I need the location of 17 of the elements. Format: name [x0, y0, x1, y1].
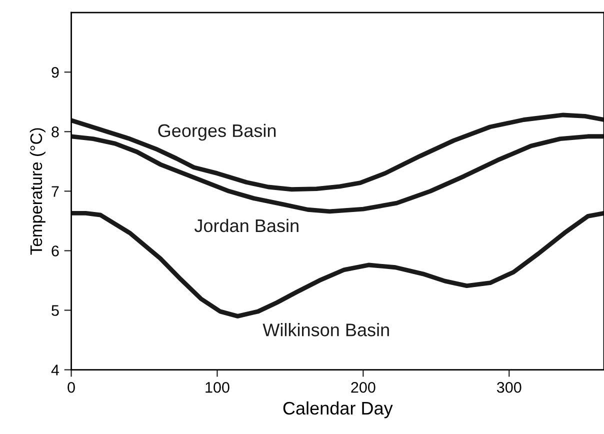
- x-tick-label: 0: [68, 382, 75, 393]
- y-tick-label: 4: [51, 364, 60, 376]
- y-tick-label: 8: [52, 126, 59, 138]
- series-label: Georges Basin: [158, 124, 276, 141]
- x-tick-label: 100: [206, 382, 230, 393]
- x-tick-label: 300: [496, 382, 522, 393]
- x-tick-label: 200: [351, 382, 376, 393]
- series-label: Jordan Basin: [194, 218, 298, 232]
- y-tick-label: 5: [52, 305, 59, 316]
- x-axis-title: Calendar Day: [283, 401, 393, 418]
- line-series: [71, 210, 604, 318]
- series-label: Wilkinson Basin: [262, 323, 389, 336]
- line-series: [71, 112, 604, 192]
- y-tick-label: 7: [52, 186, 59, 197]
- y-axis-title: Temperature (°C): [30, 128, 46, 255]
- y-tick-label: 9: [52, 66, 59, 78]
- y-tick-label: 6: [52, 246, 59, 256]
